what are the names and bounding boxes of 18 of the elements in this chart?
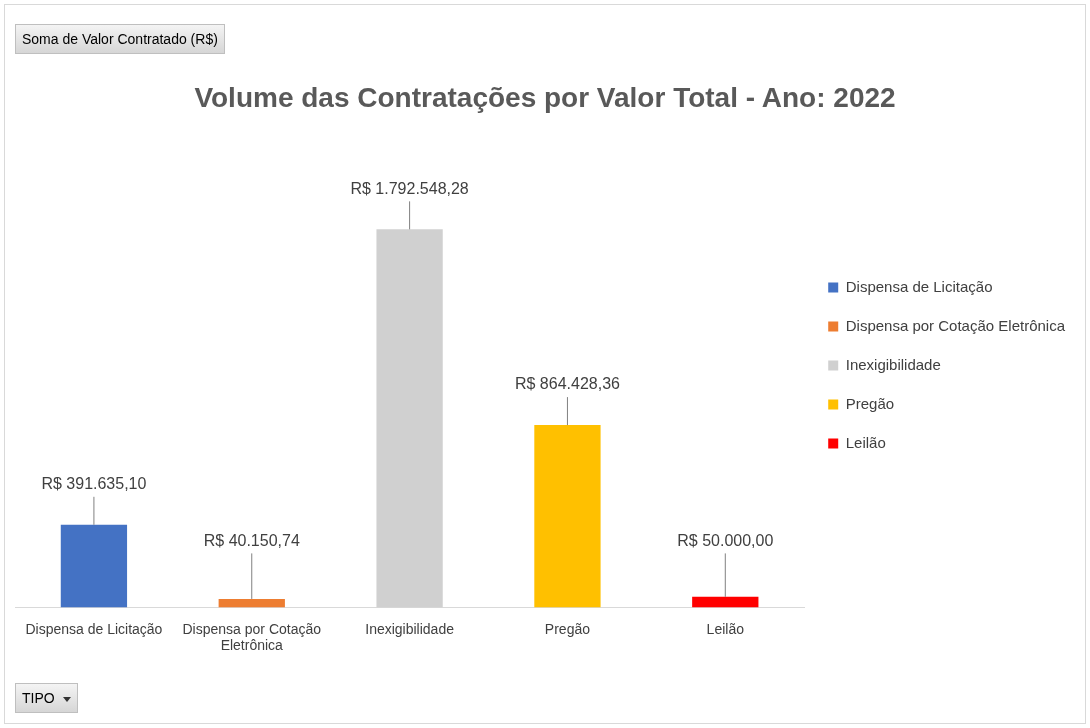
- x-tick-label: Dispensa de Licitação: [25, 620, 163, 637]
- data-label: R$ 40.150,74: [203, 531, 300, 549]
- data-label: R$ 864.428,36: [514, 375, 621, 393]
- x-tick-label: Dispensa por Cotação Eletrônica: [182, 620, 322, 654]
- x-tick-label: Inexigibilidade: [365, 620, 455, 637]
- legend-label: Dispensa por Cotação Eletrônica: [845, 316, 1066, 334]
- text: Soma de Valor Contratado (R$): [22, 31, 218, 47]
- data-label: R$ 391.635,10: [41, 475, 147, 493]
- chart-title: Volume das Contratações por Valor Total - Ano: 2022: [194, 81, 896, 113]
- legend-label: Dispensa de Licitação: [845, 277, 993, 295]
- x-tick-label: Pregão: [544, 620, 591, 637]
- x-tick-label: Leilão: [706, 620, 745, 637]
- data-label: R$ 50.000,00: [677, 531, 774, 549]
- legend-label: Leilão: [845, 433, 886, 451]
- legend-label: Inexigibilidade: [845, 355, 941, 373]
- text: TIPO: [22, 690, 55, 706]
- data-label: R$ 1.792.548,28: [350, 179, 469, 197]
- legend-label: Pregão: [845, 394, 895, 412]
